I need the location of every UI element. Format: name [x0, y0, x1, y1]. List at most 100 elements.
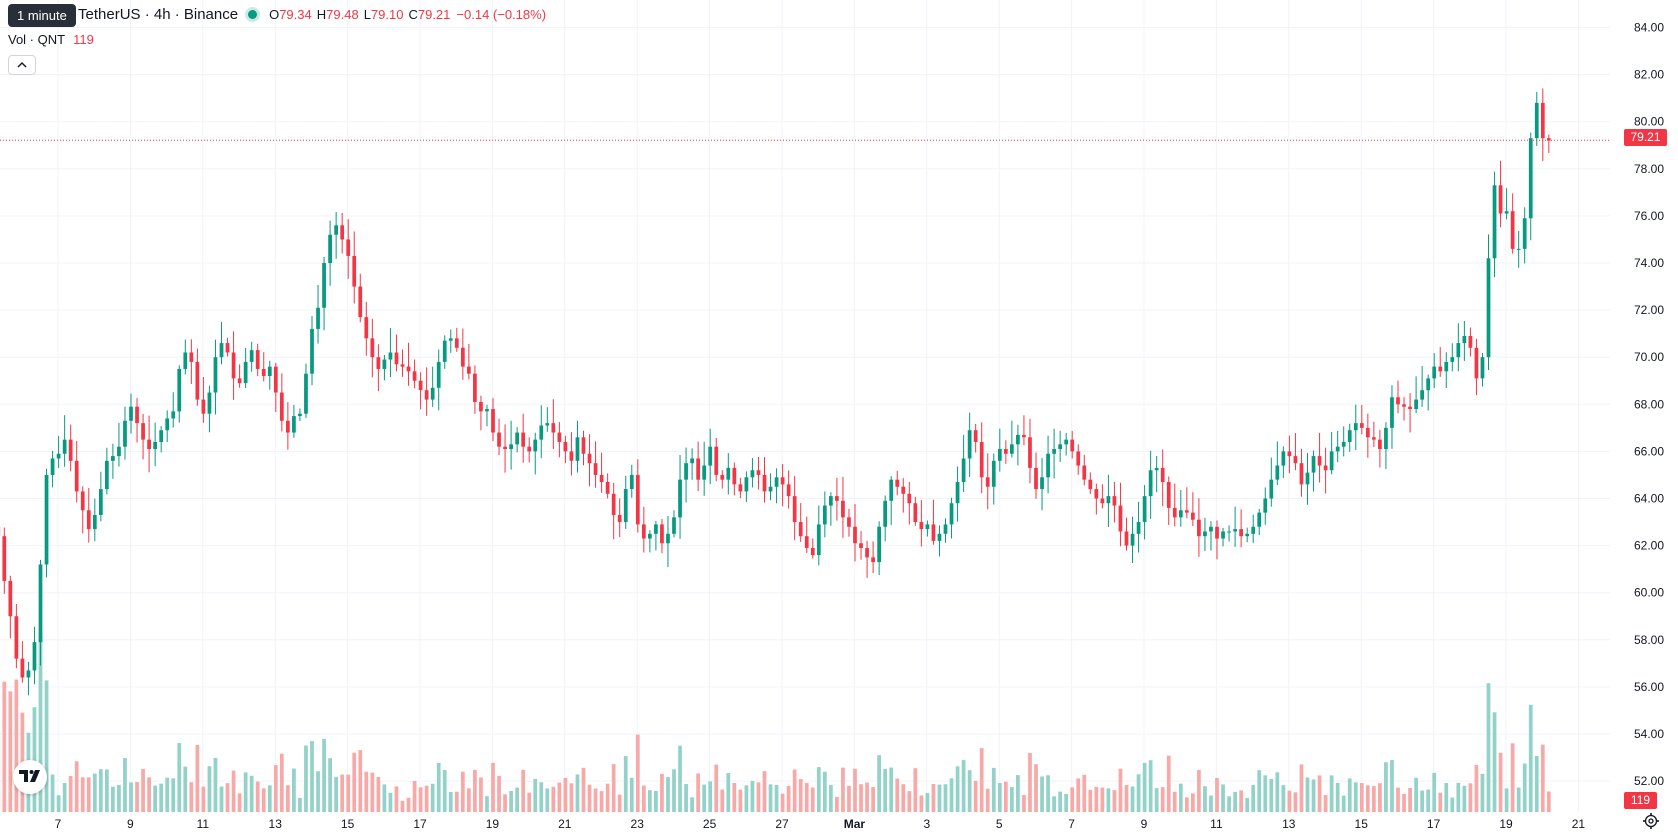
volume-bar	[322, 738, 326, 812]
volume-bar	[261, 788, 266, 812]
candle-body	[1317, 456, 1322, 466]
candle-body	[865, 547, 869, 558]
candle-body	[1028, 437, 1032, 468]
candle-body	[654, 524, 658, 534]
volume-bar	[503, 794, 507, 812]
volume-bar	[708, 781, 713, 812]
volume-legend-label[interactable]: Vol · QNT	[8, 32, 66, 47]
volume-bar	[611, 764, 616, 812]
candle-body	[1251, 526, 1256, 534]
volume-bar	[62, 783, 67, 812]
volume-bar	[666, 777, 670, 812]
candle-body	[298, 413, 302, 417]
candle-body	[967, 430, 972, 459]
candle-body	[1190, 512, 1195, 520]
volume-bar	[961, 760, 966, 812]
candle-body	[1299, 463, 1304, 485]
candle-body	[1215, 526, 1219, 539]
volume-bar	[925, 793, 930, 812]
candle-body	[822, 505, 827, 525]
candle-body	[1203, 531, 1207, 537]
candle-body	[533, 439, 538, 452]
volume-bar	[255, 781, 260, 812]
candle-body	[750, 470, 755, 478]
ohlc-close-value: 79.21	[417, 7, 451, 22]
price-tick-label: 84.00	[1634, 21, 1664, 35]
volume-bar	[14, 679, 19, 812]
candle-body	[370, 338, 375, 358]
candle-body	[521, 432, 526, 447]
candle-body	[810, 547, 815, 556]
candle-body	[1154, 467, 1159, 471]
time-tick-label: 9	[1141, 817, 1148, 831]
gear-icon[interactable]	[1642, 812, 1660, 830]
candle-body	[14, 616, 19, 659]
tradingview-logo-icon[interactable]	[13, 760, 47, 794]
volume-bar	[1426, 789, 1431, 812]
volume-bar	[889, 767, 894, 812]
candle-body	[267, 366, 272, 377]
volume-bar	[249, 775, 254, 812]
volume-bar	[430, 783, 435, 812]
volume-bar	[780, 793, 785, 812]
volume-bar	[991, 767, 996, 812]
volume-bar	[1009, 787, 1014, 812]
volume-bar	[1353, 782, 1358, 812]
candle-body	[1384, 427, 1388, 450]
candle-body	[92, 514, 97, 530]
candle-body	[225, 343, 230, 353]
volume-bar	[1365, 785, 1370, 812]
volume-bar	[738, 789, 743, 812]
symbol-title[interactable]: TetherUS · 4h · Binance	[78, 6, 239, 23]
volume-bar	[1221, 784, 1225, 812]
volume-bar	[1510, 743, 1515, 812]
candle-body	[1009, 444, 1014, 454]
candle-body	[473, 373, 477, 402]
candle-body	[509, 444, 513, 450]
candle-body	[1239, 529, 1244, 537]
candle-body	[412, 371, 417, 381]
candle-body	[255, 350, 260, 369]
candle-body	[1245, 533, 1250, 537]
volume-bar	[1130, 786, 1135, 812]
candle-body	[1197, 519, 1201, 537]
volume-bar	[678, 745, 682, 812]
volume-bar	[593, 788, 598, 812]
candle-body	[1498, 185, 1503, 214]
candle-body	[201, 399, 206, 414]
collapse-legend-button[interactable]	[8, 55, 36, 75]
candle-body	[153, 441, 158, 450]
candle-body	[442, 340, 447, 362]
candle-body	[491, 409, 495, 433]
volume-bar	[1136, 774, 1141, 812]
volume-bar	[660, 773, 664, 812]
volume-bar	[1390, 760, 1394, 812]
candle-body	[889, 479, 894, 501]
volume-bar	[1263, 775, 1268, 812]
volume-bar	[32, 707, 37, 812]
candle-body	[581, 437, 586, 454]
candle-body	[418, 380, 423, 391]
volume-bar	[1076, 778, 1081, 812]
candle-body	[376, 357, 381, 369]
candle-body	[159, 430, 164, 442]
candle-body	[853, 526, 857, 544]
candle-body	[714, 446, 719, 475]
candle-body	[539, 425, 544, 440]
candle-body	[847, 517, 851, 527]
volume-bar	[641, 785, 646, 812]
candle-body	[877, 526, 882, 563]
volume-bar	[189, 782, 194, 812]
volume-bar	[485, 796, 489, 812]
candle-body	[1311, 456, 1316, 473]
candle-body	[1046, 453, 1050, 478]
volume-bar	[1299, 764, 1304, 812]
candle-body	[50, 458, 55, 475]
volume-bar	[1003, 781, 1008, 812]
volume-bar	[714, 764, 719, 812]
candle-body	[1118, 505, 1123, 532]
volume-bar	[1522, 763, 1527, 812]
volume-bar	[1100, 787, 1105, 812]
candle-body	[949, 503, 954, 525]
